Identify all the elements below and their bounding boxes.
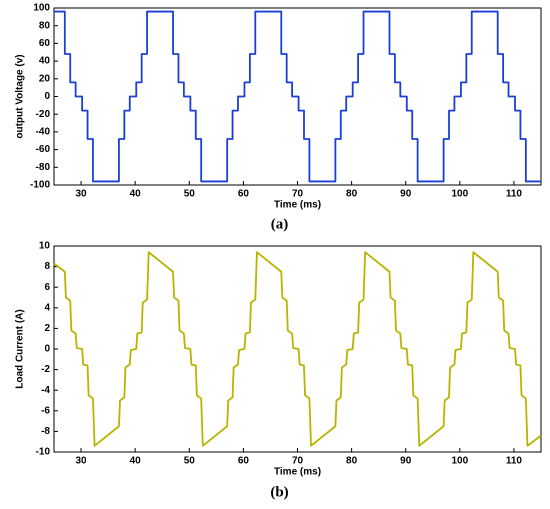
y-tick-label: -20: [36, 109, 51, 120]
y-tick-label: -2: [41, 364, 50, 375]
x-tick-label: 50: [184, 456, 196, 467]
caption: (a): [271, 216, 289, 232]
y-tick-label: -40: [36, 127, 51, 138]
x-tick-label: 70: [292, 456, 304, 467]
x-tick-label: 70: [292, 189, 304, 200]
x-tick-label: 90: [400, 456, 412, 467]
x-tick-label: 40: [130, 189, 142, 200]
x-tick-label: 50: [184, 189, 196, 200]
y-tick-label: 100: [33, 3, 50, 14]
y-tick-label: -60: [36, 144, 51, 155]
y-tick-label: -4: [41, 385, 50, 396]
y-tick-label: 0: [44, 344, 50, 355]
y-tick-label: 6: [44, 282, 50, 293]
x-tick-label: 60: [238, 456, 250, 467]
y-tick-label: -100: [30, 180, 50, 191]
y-tick-label: 0: [44, 91, 50, 102]
y-tick-label: 40: [39, 56, 51, 67]
y-axis-label: output Voltage (v): [15, 54, 26, 138]
x-tick-label: 40: [130, 456, 142, 467]
y-tick-label: 80: [39, 20, 51, 31]
y-tick-label: -10: [36, 447, 51, 458]
x-axis-label: Time (ms): [274, 467, 321, 478]
x-tick-label: 100: [451, 189, 468, 200]
x-tick-label: 90: [400, 189, 412, 200]
caption: (b): [270, 484, 288, 500]
y-tick-label: -80: [36, 162, 51, 173]
y-tick-label: 20: [39, 73, 51, 84]
y-tick-label: 60: [39, 38, 51, 49]
x-axis-label: Time (ms): [274, 200, 321, 211]
x-tick-label: 30: [75, 189, 87, 200]
y-tick-label: 2: [44, 323, 50, 334]
x-tick-label: 110: [506, 189, 523, 200]
y-tick-label: 4: [44, 302, 50, 313]
x-tick-label: 110: [506, 456, 523, 467]
x-tick-label: 80: [346, 189, 358, 200]
y-tick-label: -6: [41, 405, 50, 416]
y-tick-label: 8: [44, 261, 50, 272]
x-tick-label: 30: [75, 456, 87, 467]
series-line: [53, 251, 542, 447]
x-tick-label: 80: [346, 456, 358, 467]
series-line: [54, 10, 541, 183]
y-tick-label: 10: [39, 241, 51, 252]
x-tick-label: 60: [238, 189, 250, 200]
x-tick-label: 100: [451, 456, 468, 467]
y-tick-label: -8: [41, 426, 50, 437]
y-axis-label: Load Current (A): [15, 309, 26, 388]
